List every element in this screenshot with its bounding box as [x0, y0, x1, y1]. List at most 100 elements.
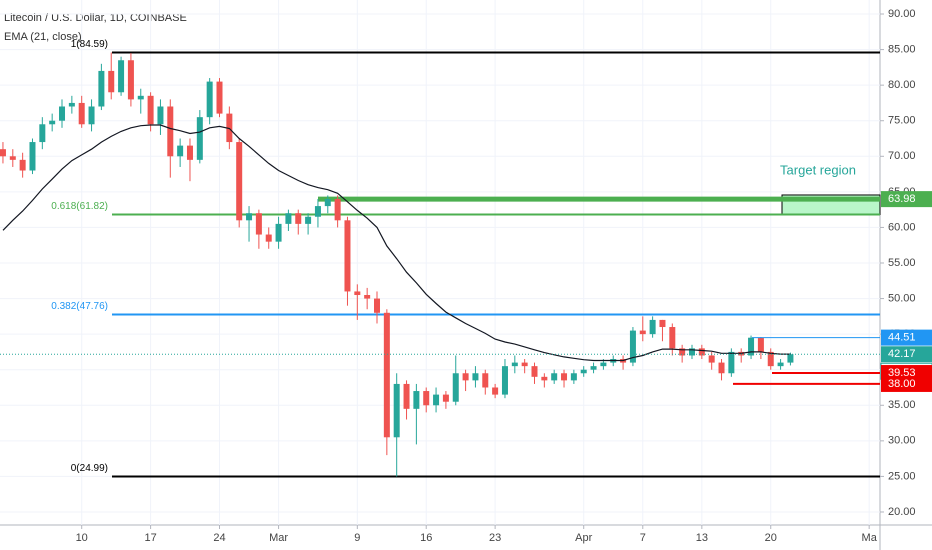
candle-body: [531, 366, 538, 377]
ema-line: [2, 124, 791, 362]
x-tick-label: Ma: [862, 532, 878, 544]
price-label: 63.98: [888, 193, 916, 205]
price-label-box: [881, 375, 932, 392]
candle-body: [551, 373, 558, 381]
y-tick-label: 30.00: [888, 435, 916, 447]
candle-body: [521, 362, 528, 367]
candle-body: [108, 70, 115, 93]
candle-body: [728, 351, 735, 374]
y-tick-label: 55.00: [888, 257, 916, 269]
candle-body: [196, 117, 203, 160]
fib-label: 0.618(61.82): [51, 201, 108, 212]
candle-body: [688, 348, 695, 356]
fib-label: 0.382(47.76): [51, 301, 108, 312]
candle-body: [275, 223, 282, 242]
price-label-box: [881, 329, 932, 346]
candle-body: [68, 102, 75, 107]
candle-body: [374, 298, 381, 313]
candle-body: [501, 366, 508, 395]
candle-body: [767, 351, 774, 367]
candle-body: [295, 213, 302, 224]
candle-body: [29, 142, 36, 171]
candle-body: [98, 70, 105, 107]
candle-body: [127, 60, 134, 100]
y-tick-label: 25.00: [888, 470, 916, 482]
y-tick-label: 80.00: [888, 79, 916, 91]
candle-body: [669, 327, 676, 349]
candle-body: [413, 391, 420, 409]
candle-body: [147, 95, 154, 125]
candle-body: [255, 213, 262, 235]
candle-body: [718, 362, 725, 374]
x-tick-label: 13: [696, 532, 708, 544]
x-tick-label: 7: [640, 532, 646, 544]
x-tick-label: 10: [76, 532, 88, 544]
candle-body: [787, 354, 794, 363]
candle-body: [748, 337, 755, 356]
candle-body: [265, 234, 272, 242]
candle-body: [600, 362, 607, 367]
candle-body: [492, 387, 499, 395]
price-label: 44.51: [888, 332, 916, 344]
y-tick-label: 35.00: [888, 399, 916, 411]
candle-body: [452, 373, 459, 402]
candle-body: [344, 220, 351, 292]
candle-body: [186, 145, 193, 160]
candle-body: [472, 373, 479, 381]
y-tick-label: 75.00: [888, 115, 916, 127]
candle-body: [167, 106, 174, 157]
candle-body: [442, 394, 449, 402]
candle-body: [757, 337, 764, 352]
x-tick-label: 17: [144, 532, 156, 544]
candle-body: [177, 145, 184, 157]
x-tick-label: 20: [765, 532, 777, 544]
candle-body: [423, 391, 430, 406]
candle-body: [777, 362, 784, 367]
candle-body: [118, 60, 125, 93]
candle-body: [334, 198, 341, 221]
candle-body: [137, 95, 144, 100]
y-tick-label: 60.00: [888, 221, 916, 233]
fib-label: 1(84.59): [71, 39, 108, 50]
candle-body: [78, 102, 85, 125]
price-label: 38.00: [888, 378, 916, 390]
candle-body: [708, 355, 715, 363]
candle-body: [49, 120, 56, 125]
price-label: 42.17: [888, 348, 916, 360]
y-tick-label: 50.00: [888, 292, 916, 304]
candle-body: [541, 376, 548, 381]
candle-body: [324, 198, 331, 207]
candle-body: [88, 106, 95, 125]
candle-body: [561, 373, 568, 381]
y-tick-label: 70.00: [888, 150, 916, 162]
x-tick-label: Mar: [269, 532, 288, 544]
y-tick-label: 90.00: [888, 8, 916, 20]
candle-body: [482, 373, 489, 388]
y-tick-label: 20.00: [888, 506, 916, 518]
candle-body: [649, 319, 656, 335]
candle-body: [59, 106, 66, 121]
price-label-box: [881, 346, 932, 363]
x-tick-label: Apr: [575, 532, 592, 544]
candle-body: [226, 113, 233, 143]
candle-body: [39, 124, 46, 143]
candle-body: [433, 394, 440, 406]
chart-title: Litecoin / U.S. Dollar, 1D, COINBASE: [4, 12, 187, 24]
candle-body: [679, 348, 686, 356]
y-tick-label: 85.00: [888, 43, 916, 55]
candle-body: [246, 213, 253, 221]
target-region-label: Target region: [780, 162, 856, 177]
candle-body: [157, 106, 164, 125]
candle-body: [383, 312, 390, 438]
candle-body: [19, 159, 26, 171]
x-tick-label: 9: [354, 532, 360, 544]
candle-body: [629, 330, 636, 363]
candle-body: [206, 81, 213, 118]
candle-body: [639, 330, 646, 335]
candle-body: [0, 149, 6, 157]
candle-body: [285, 213, 292, 224]
x-tick-label: 23: [489, 532, 501, 544]
candle-body: [698, 348, 705, 356]
